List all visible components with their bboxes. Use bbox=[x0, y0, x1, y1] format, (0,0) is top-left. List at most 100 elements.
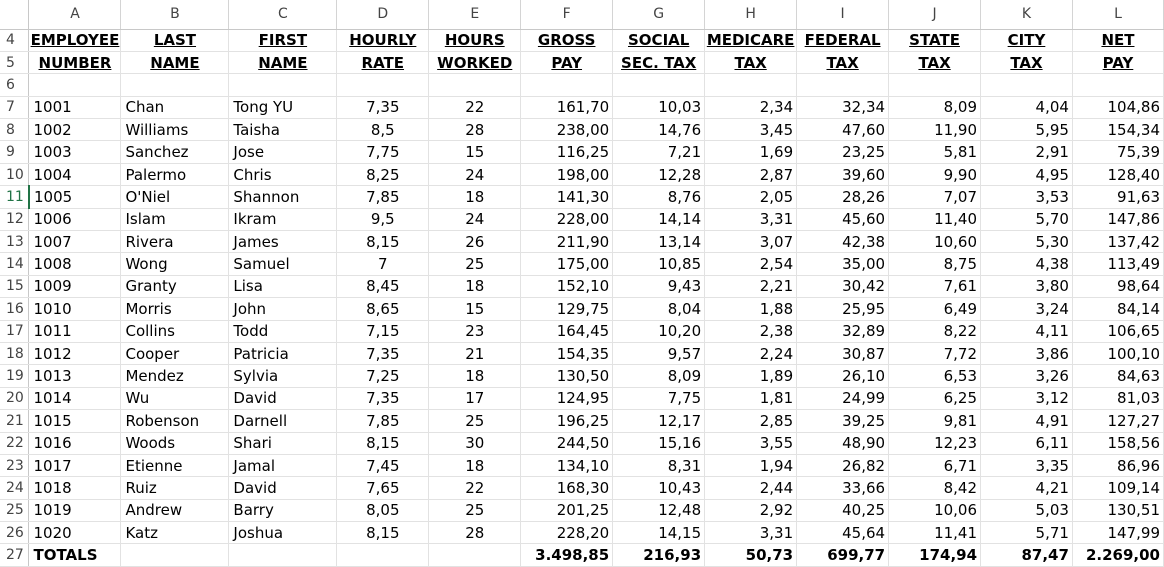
cell-last-name[interactable]: Chan bbox=[120, 96, 230, 120]
cell-empty[interactable] bbox=[980, 73, 1073, 97]
cell-city-tax[interactable]: 2,91 bbox=[980, 140, 1073, 164]
cell-hourly-rate[interactable]: 8,15 bbox=[336, 432, 430, 455]
cell-medicare-tax[interactable]: 2,05 bbox=[704, 185, 798, 209]
cell-gross-pay[interactable]: 211,90 bbox=[520, 230, 614, 254]
cell-net-pay[interactable]: 106,65 bbox=[1072, 320, 1164, 343]
cell-last-name[interactable]: Sanchez bbox=[120, 140, 230, 164]
cell-hourly-rate[interactable]: 8,25 bbox=[336, 163, 430, 187]
cell-net-pay[interactable]: 147,86 bbox=[1072, 208, 1164, 232]
cell-empty[interactable] bbox=[336, 73, 430, 97]
cell-gross-pay[interactable]: 154,35 bbox=[520, 342, 614, 366]
cell-hourly-rate[interactable]: 7,35 bbox=[336, 342, 430, 366]
cell-medicare-tax[interactable]: 2,44 bbox=[704, 476, 798, 500]
cell-first-name[interactable]: James bbox=[228, 230, 338, 254]
cell-state-tax[interactable]: 6,71 bbox=[888, 454, 982, 478]
cell-hours-worked[interactable]: 24 bbox=[428, 208, 522, 232]
cell-first-name[interactable]: Shari bbox=[228, 432, 338, 455]
cell-medicare-tax[interactable]: 1,88 bbox=[704, 297, 798, 321]
cell-social-sec-tax[interactable]: 15,16 bbox=[612, 432, 706, 455]
cell-employee-number[interactable]: 1005 bbox=[28, 185, 122, 209]
cell-state-tax[interactable]: 6,53 bbox=[888, 364, 982, 388]
cell-city-tax[interactable]: 5,03 bbox=[980, 499, 1073, 523]
cell-hourly-rate[interactable] bbox=[336, 543, 430, 567]
cell-federal-tax[interactable]: 45,60 bbox=[796, 208, 890, 232]
cell-medicare-tax[interactable]: 2,54 bbox=[704, 252, 798, 276]
row-header[interactable]: 22 bbox=[0, 432, 30, 455]
cell-first-name[interactable]: FIRST bbox=[228, 29, 338, 52]
row-header[interactable]: 4 bbox=[0, 29, 30, 52]
cell-city-tax[interactable]: 4,91 bbox=[980, 409, 1073, 433]
cell-hourly-rate[interactable]: 7,85 bbox=[336, 185, 430, 209]
cell-gross-pay[interactable]: 164,45 bbox=[520, 320, 614, 343]
cell-empty[interactable] bbox=[888, 73, 982, 97]
cell-first-name[interactable]: Ikram bbox=[228, 208, 338, 232]
cell-federal-tax[interactable]: 23,25 bbox=[796, 140, 890, 164]
column-header-i[interactable]: I bbox=[796, 0, 890, 30]
cell-first-name[interactable]: NAME bbox=[228, 51, 338, 75]
cell-medicare-tax[interactable]: 2,38 bbox=[704, 320, 798, 343]
cell-gross-pay[interactable]: 134,10 bbox=[520, 454, 614, 478]
column-header-c[interactable]: C bbox=[228, 0, 338, 30]
cell-hours-worked[interactable]: 26 bbox=[428, 230, 522, 254]
cell-empty[interactable] bbox=[612, 73, 706, 97]
cell-net-pay[interactable]: 137,42 bbox=[1072, 230, 1164, 254]
cell-first-name[interactable] bbox=[228, 543, 338, 567]
cell-net-pay[interactable]: 154,34 bbox=[1072, 118, 1164, 142]
cell-net-pay[interactable]: 147,99 bbox=[1072, 521, 1164, 545]
cell-net-pay[interactable]: PAY bbox=[1072, 51, 1164, 75]
cell-city-tax[interactable]: 4,95 bbox=[980, 163, 1073, 187]
cell-hours-worked[interactable]: 23 bbox=[428, 320, 522, 343]
cell-gross-pay[interactable]: 244,50 bbox=[520, 432, 614, 455]
row-header[interactable]: 9 bbox=[0, 140, 30, 164]
cell-hours-worked[interactable]: 17 bbox=[428, 387, 522, 411]
column-header-e[interactable]: E bbox=[428, 0, 522, 30]
cell-medicare-tax[interactable]: 3,55 bbox=[704, 432, 798, 455]
row-header[interactable]: 15 bbox=[0, 275, 30, 299]
cell-social-sec-tax[interactable]: 10,20 bbox=[612, 320, 706, 343]
cell-city-tax[interactable]: 3,80 bbox=[980, 275, 1073, 299]
cell-city-tax[interactable]: 3,26 bbox=[980, 364, 1073, 388]
cell-social-sec-tax[interactable]: 12,28 bbox=[612, 163, 706, 187]
cell-federal-tax[interactable]: 24,99 bbox=[796, 387, 890, 411]
cell-hours-worked[interactable]: 18 bbox=[428, 275, 522, 299]
row-header[interactable]: 27 bbox=[0, 543, 30, 567]
cell-hours-worked[interactable]: 30 bbox=[428, 432, 522, 455]
cell-city-tax[interactable]: 4,04 bbox=[980, 96, 1073, 120]
cell-gross-pay[interactable]: 168,30 bbox=[520, 476, 614, 500]
cell-first-name[interactable]: David bbox=[228, 476, 338, 500]
cell-hourly-rate[interactable]: 8,05 bbox=[336, 499, 430, 523]
cell-last-name[interactable]: Rivera bbox=[120, 230, 230, 254]
cell-social-sec-tax[interactable]: SOCIAL bbox=[612, 29, 706, 52]
cell-hourly-rate[interactable]: 7,65 bbox=[336, 476, 430, 500]
cell-hours-worked[interactable]: 18 bbox=[428, 185, 522, 209]
cell-hours-worked[interactable]: 25 bbox=[428, 252, 522, 276]
cell-hourly-rate[interactable]: 8,5 bbox=[336, 118, 430, 142]
cell-gross-pay[interactable]: 161,70 bbox=[520, 96, 614, 120]
cell-federal-tax[interactable]: 32,89 bbox=[796, 320, 890, 343]
cell-net-pay[interactable]: 127,27 bbox=[1072, 409, 1164, 433]
cell-federal-tax[interactable]: 45,64 bbox=[796, 521, 890, 545]
cell-medicare-tax[interactable]: 2,24 bbox=[704, 342, 798, 366]
row-header[interactable]: 25 bbox=[0, 499, 30, 523]
column-header-j[interactable]: J bbox=[888, 0, 982, 30]
cell-hourly-rate[interactable]: 7,45 bbox=[336, 454, 430, 478]
cell-last-name[interactable]: Wong bbox=[120, 252, 230, 276]
column-header-g[interactable]: G bbox=[612, 0, 706, 30]
cell-state-tax[interactable]: 11,90 bbox=[888, 118, 982, 142]
cell-federal-tax[interactable]: 42,38 bbox=[796, 230, 890, 254]
cell-hourly-rate[interactable]: 8,15 bbox=[336, 521, 430, 545]
cell-net-pay[interactable]: 128,40 bbox=[1072, 163, 1164, 187]
cell-empty[interactable] bbox=[28, 73, 122, 97]
cell-city-tax[interactable]: 3,53 bbox=[980, 185, 1073, 209]
cell-federal-tax[interactable]: FEDERAL bbox=[796, 29, 890, 52]
row-header[interactable]: 6 bbox=[0, 73, 30, 97]
cell-employee-number[interactable]: 1004 bbox=[28, 163, 122, 187]
cell-federal-tax[interactable]: 28,26 bbox=[796, 185, 890, 209]
cell-first-name[interactable]: David bbox=[228, 387, 338, 411]
cell-social-sec-tax[interactable]: 216,93 bbox=[612, 543, 706, 567]
row-header[interactable]: 24 bbox=[0, 476, 30, 500]
cell-social-sec-tax[interactable]: 8,76 bbox=[612, 185, 706, 209]
cell-last-name[interactable]: Cooper bbox=[120, 342, 230, 366]
cell-social-sec-tax[interactable]: 7,21 bbox=[612, 140, 706, 164]
cell-gross-pay[interactable]: 198,00 bbox=[520, 163, 614, 187]
